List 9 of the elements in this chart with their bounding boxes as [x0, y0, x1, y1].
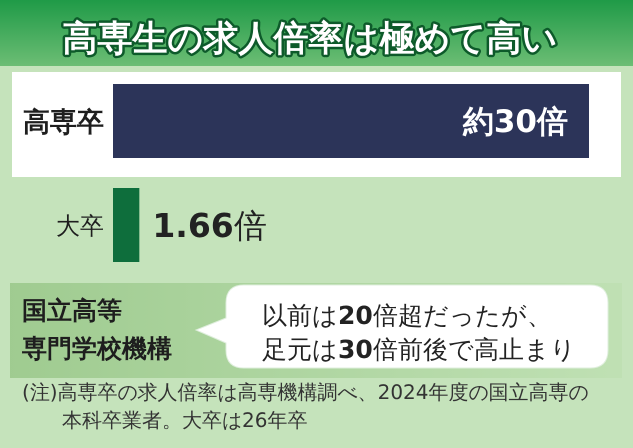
text: 国立高等: [22, 296, 122, 325]
text: (注)高専卒の求人倍率は高専機構調べ、2024年度の国立高専の本科卒業者。大卒は26年卒: [22, 380, 589, 432]
text: 専門学校機構: [21, 334, 172, 363]
data-label: 1.66倍: [152, 206, 267, 245]
chart-title: 高専生の求人倍率は極めて高い: [62, 19, 558, 59]
data-label: 約30倍: [462, 104, 568, 140]
y-tick-label: 高専卒: [23, 107, 104, 138]
y-tick-label: 大卒: [56, 212, 104, 240]
text: 以前は20倍超だったが、足元は30倍前後で高止まり: [262, 301, 576, 364]
